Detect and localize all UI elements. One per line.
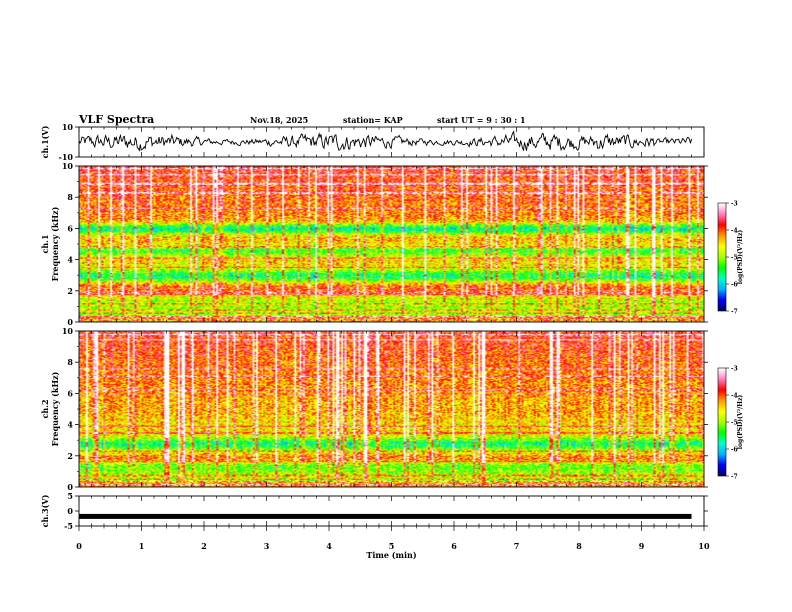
- ch2-spectrogram-colorbar-tick-label: -4: [731, 393, 738, 400]
- time-tick-label: 6: [451, 541, 457, 551]
- ch3-waveform-line: [79, 513, 692, 519]
- ch1-spectrogram-colorbar-tick-label: -4: [731, 228, 738, 235]
- time-tick-label: 4: [326, 541, 332, 551]
- ch1-waveform-ytick-label: -10: [59, 152, 74, 162]
- ch3-waveform-ytick-label: 0: [67, 506, 73, 516]
- ch2-spectrogram-colorbar-label: log(PSD)(V²/Hz): [737, 395, 744, 450]
- ch2-spectrogram-ylabel-channel: ch.2: [40, 399, 50, 418]
- ch1-spectrogram-ytick-label: 2: [67, 286, 73, 296]
- ch2-spectrogram-colorbar-tick-label: -5: [731, 420, 738, 427]
- ch3-waveform-ylabel: ch.3(V): [40, 494, 50, 527]
- time-tick-label: 8: [576, 541, 582, 551]
- time-tick-label: 3: [264, 541, 270, 551]
- time-tick-label: 0: [76, 541, 82, 551]
- ch1-spectrogram-image: [79, 166, 704, 322]
- time-tick-label: 5: [389, 541, 395, 551]
- station-label: station= KAP: [343, 115, 403, 125]
- time-tick-label: 9: [639, 541, 645, 551]
- ch1-spectrogram-ytick-label: 6: [67, 223, 73, 233]
- ch1-spectrogram-ytick-label: 8: [67, 192, 73, 202]
- ch2-spectrogram-image: [79, 331, 704, 487]
- ch2-spectrogram-colorbar: [718, 368, 726, 476]
- ch1-waveform-ylabel: ch.1(V): [40, 125, 50, 158]
- time-tick-label: 1: [139, 541, 145, 551]
- time-tick-label: 2: [201, 541, 207, 551]
- ch3-waveform-ytick-label: -5: [64, 521, 73, 531]
- ch3-waveform-ytick-label: 5: [67, 491, 73, 501]
- ch1-spectrogram-colorbar: [718, 203, 726, 311]
- ch1-spectrogram-colorbar-tick-label: -7: [731, 309, 738, 316]
- ch2-spectrogram-ytick-label: 0: [67, 482, 73, 492]
- ch2-spectrogram-ytick-label: 6: [67, 388, 73, 398]
- ch1-spectrogram-colorbar-tick-label: -3: [731, 201, 738, 208]
- ch1-spectrogram-colorbar-tick-label: -5: [731, 255, 738, 262]
- ch2-spectrogram-ytick-label: 4: [67, 420, 73, 430]
- ch2-spectrogram-ylabel: Frequency (kHz): [50, 371, 60, 446]
- ch1-waveform-ytick-label: 10: [62, 122, 74, 132]
- date-label: Nov.18, 2025: [250, 115, 309, 125]
- time-tick-label: 7: [514, 541, 520, 551]
- ch1-spectrogram-ylabel: Frequency (kHz): [50, 206, 60, 281]
- figure-title: VLF Spectra: [79, 113, 155, 126]
- ch2-spectrogram-colorbar-tick-label: -6: [731, 447, 738, 454]
- ch1-waveform-line: [78, 130, 692, 152]
- start-time-label: start UT = 9 : 30 : 1: [437, 115, 526, 125]
- ch2-spectrogram-ytick-label: 10: [62, 326, 74, 336]
- ch2-spectrogram-ytick-label: 8: [67, 357, 73, 367]
- ch1-spectrogram-ylabel-channel: ch.1: [40, 234, 50, 253]
- ch2-spectrogram-colorbar-tick-label: -3: [731, 366, 738, 373]
- time-axis-label: Time (min): [366, 550, 416, 560]
- time-tick-label: 10: [698, 541, 710, 551]
- ch1-spectrogram-ytick-label: 0: [67, 317, 73, 327]
- ch1-spectrogram-colorbar-label: log(PSD)(V²/Hz): [737, 230, 744, 285]
- ch2-spectrogram-ytick-label: 2: [67, 451, 73, 461]
- ch2-spectrogram-colorbar-tick-label: -7: [731, 474, 738, 481]
- ch1-spectrogram-colorbar-tick-label: -6: [731, 282, 738, 289]
- ch1-spectrogram-ytick-label: 10: [62, 161, 74, 171]
- ch1-spectrogram-ytick-label: 4: [67, 255, 73, 265]
